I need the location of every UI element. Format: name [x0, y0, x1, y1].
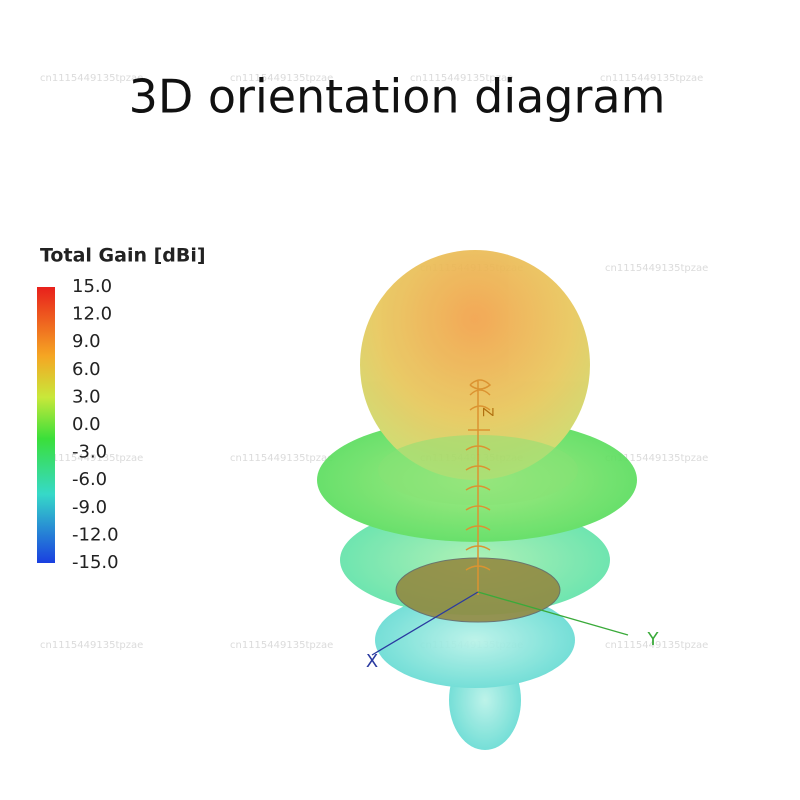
colorbar-tick-label: 6.0 — [72, 359, 101, 380]
watermark: cn1115449135tpzae — [40, 453, 143, 464]
colorbar-label: Total Gain [dBi] — [40, 245, 206, 267]
watermark: cn1115449135tpzae — [605, 263, 708, 274]
colorbar-tick-label: 3.0 — [72, 386, 101, 407]
watermark: cn1115449135tpzae — [230, 453, 333, 464]
watermark: cn1115449135tpzae — [600, 73, 703, 84]
colorbar-tick-label: -15.0 — [72, 552, 119, 573]
watermark: cn1115449135tpzae — [230, 73, 333, 84]
x-axis — [371, 591, 479, 656]
y-axis — [477, 591, 629, 636]
watermark: cn1115449135tpzae — [40, 73, 143, 84]
colorbar-tick-label: -12.0 — [72, 524, 119, 545]
watermark: cn1115449135tpzae — [410, 73, 513, 84]
z-axis-label: Z — [479, 407, 495, 417]
colorbar-tick-label: 15.0 — [72, 276, 112, 297]
colorbar-tick-label: -9.0 — [72, 497, 107, 518]
y-axis-label: Y — [647, 629, 660, 650]
watermark: cn1115449135tpzae — [40, 640, 143, 651]
watermark: cn1115449135tpzae — [605, 640, 708, 651]
main-lobe — [360, 250, 590, 480]
watermark: cn1115449135tpzae — [605, 453, 708, 464]
colorbar-ticks: 15.0 12.0 9.0 6.0 3.0 0.0 -3.0 -6.0 -9.0 -12.0 -15… — [72, 276, 119, 573]
x-axis-label: X — [366, 651, 378, 672]
colorbar-tick-label: 0.0 — [72, 414, 101, 435]
watermark: cn1115449135tpzae — [230, 640, 333, 651]
title: 3D orientation diagram — [129, 70, 666, 124]
radiation-pattern — [317, 250, 637, 750]
colorbar-tick-label: -6.0 — [72, 469, 107, 490]
colorbar — [37, 287, 55, 563]
colorbar-tick-label: -3.0 — [72, 442, 107, 463]
helix-antenna — [465, 379, 492, 595]
colorbar-tick-label: 12.0 — [72, 304, 112, 325]
colorbar-tick-label: 9.0 — [72, 331, 101, 352]
